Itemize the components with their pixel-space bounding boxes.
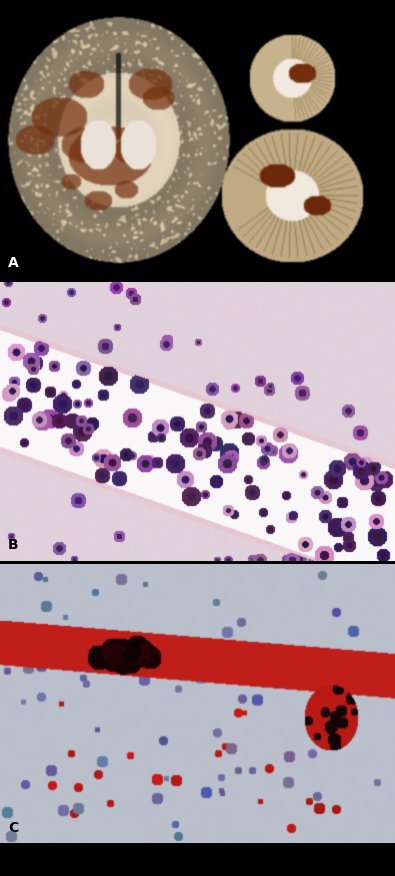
Text: C: C <box>8 821 18 835</box>
Text: B: B <box>8 539 19 553</box>
Text: A: A <box>8 257 19 271</box>
